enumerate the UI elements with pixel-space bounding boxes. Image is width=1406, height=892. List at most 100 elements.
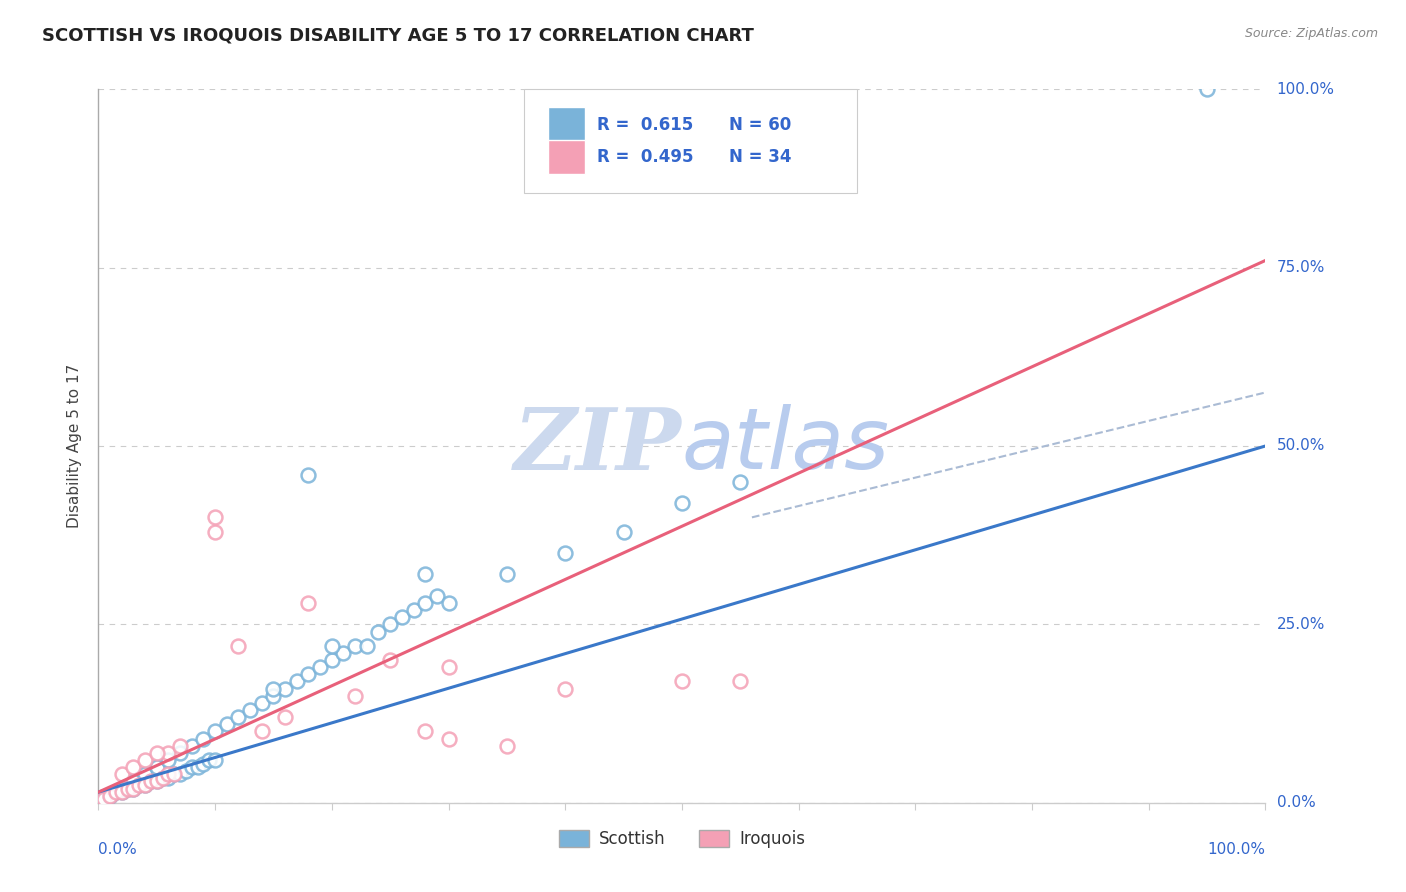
Point bbox=[671, 496, 693, 510]
Point bbox=[321, 653, 343, 667]
Point bbox=[380, 617, 402, 632]
Point bbox=[157, 746, 180, 760]
Point bbox=[309, 660, 332, 674]
Point bbox=[613, 524, 636, 539]
Text: R =  0.495: R = 0.495 bbox=[596, 148, 693, 166]
Y-axis label: Disability Age 5 to 17: Disability Age 5 to 17 bbox=[67, 364, 83, 528]
Point bbox=[262, 689, 284, 703]
FancyBboxPatch shape bbox=[524, 89, 858, 193]
Point bbox=[134, 778, 156, 792]
Point bbox=[437, 731, 460, 746]
Point bbox=[344, 639, 367, 653]
Point bbox=[437, 596, 460, 610]
Text: N = 34: N = 34 bbox=[728, 148, 792, 166]
Point bbox=[134, 753, 156, 767]
Point bbox=[157, 753, 180, 767]
Point bbox=[671, 674, 693, 689]
Point bbox=[111, 781, 134, 796]
Point bbox=[198, 753, 221, 767]
Text: atlas: atlas bbox=[682, 404, 890, 488]
Point bbox=[128, 778, 150, 792]
Point bbox=[426, 589, 449, 603]
Point bbox=[174, 764, 197, 778]
Point bbox=[163, 767, 186, 781]
Point bbox=[134, 767, 156, 781]
Point bbox=[187, 760, 209, 774]
Point bbox=[146, 774, 169, 789]
Point bbox=[297, 467, 319, 482]
Point bbox=[356, 639, 378, 653]
Point bbox=[496, 567, 519, 582]
Point bbox=[93, 792, 115, 806]
Point bbox=[228, 710, 250, 724]
Point bbox=[1195, 82, 1218, 96]
Point bbox=[413, 596, 436, 610]
Point bbox=[157, 771, 180, 785]
Point bbox=[730, 475, 752, 489]
Point bbox=[104, 785, 127, 799]
Point bbox=[285, 674, 308, 689]
Point bbox=[554, 681, 576, 696]
FancyBboxPatch shape bbox=[548, 139, 585, 175]
Point bbox=[321, 639, 343, 653]
Point bbox=[128, 778, 150, 792]
Point bbox=[250, 696, 273, 710]
Point bbox=[413, 724, 436, 739]
Text: N = 60: N = 60 bbox=[728, 116, 790, 134]
Point bbox=[98, 789, 121, 803]
Text: Source: ZipAtlas.com: Source: ZipAtlas.com bbox=[1244, 27, 1378, 40]
Point bbox=[193, 731, 215, 746]
Point bbox=[122, 774, 145, 789]
Point bbox=[146, 774, 169, 789]
Point bbox=[139, 774, 162, 789]
Text: 75.0%: 75.0% bbox=[1277, 260, 1324, 275]
Text: 25.0%: 25.0% bbox=[1277, 617, 1324, 632]
Point bbox=[169, 767, 191, 781]
Text: R =  0.615: R = 0.615 bbox=[596, 116, 693, 134]
Point bbox=[134, 778, 156, 792]
Text: SCOTTISH VS IROQUOIS DISABILITY AGE 5 TO 17 CORRELATION CHART: SCOTTISH VS IROQUOIS DISABILITY AGE 5 TO… bbox=[42, 27, 754, 45]
Point bbox=[169, 739, 191, 753]
Text: ZIP: ZIP bbox=[515, 404, 682, 488]
Point bbox=[228, 639, 250, 653]
Text: 0.0%: 0.0% bbox=[1277, 796, 1315, 810]
Text: 100.0%: 100.0% bbox=[1208, 842, 1265, 856]
Point bbox=[380, 653, 402, 667]
Point bbox=[262, 681, 284, 696]
Point bbox=[104, 785, 127, 799]
Legend: Scottish, Iroquois: Scottish, Iroquois bbox=[553, 823, 811, 855]
Point bbox=[169, 746, 191, 760]
Point bbox=[274, 681, 297, 696]
Point bbox=[344, 689, 367, 703]
Point bbox=[204, 724, 226, 739]
Point bbox=[152, 771, 174, 785]
Point bbox=[437, 660, 460, 674]
Text: 0.0%: 0.0% bbox=[98, 842, 138, 856]
Point bbox=[98, 789, 121, 803]
Point bbox=[413, 567, 436, 582]
Point bbox=[332, 646, 354, 660]
Point bbox=[215, 717, 238, 731]
Text: 50.0%: 50.0% bbox=[1277, 439, 1324, 453]
Point bbox=[93, 792, 115, 806]
Point bbox=[297, 596, 319, 610]
Point bbox=[117, 781, 139, 796]
Point bbox=[98, 789, 121, 803]
Point bbox=[117, 781, 139, 796]
Point bbox=[152, 771, 174, 785]
Point bbox=[193, 756, 215, 771]
Point bbox=[554, 546, 576, 560]
Point bbox=[250, 724, 273, 739]
Point bbox=[297, 667, 319, 681]
Point bbox=[122, 781, 145, 796]
Point bbox=[496, 739, 519, 753]
Point bbox=[122, 781, 145, 796]
Point bbox=[204, 524, 226, 539]
Point bbox=[111, 767, 134, 781]
Point bbox=[204, 510, 226, 524]
Point bbox=[111, 785, 134, 799]
Point bbox=[391, 610, 413, 624]
Point bbox=[180, 760, 202, 774]
Point bbox=[146, 746, 169, 760]
Point bbox=[146, 760, 169, 774]
